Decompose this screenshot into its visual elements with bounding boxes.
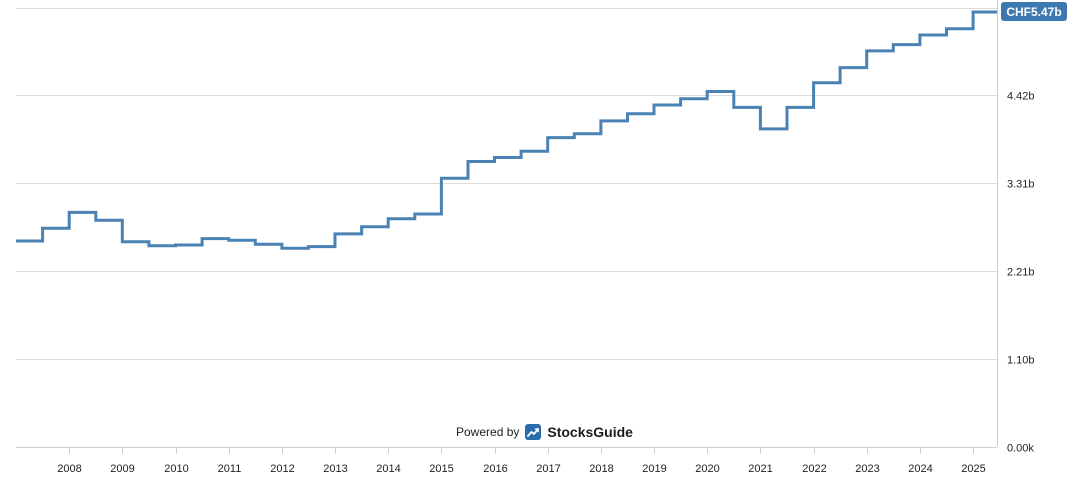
last-value-label: CHF5.47b: [1006, 5, 1061, 19]
x-tick-label: 2009: [110, 463, 134, 475]
series-layer: [16, 10, 997, 250]
x-tick-label: 2008: [57, 463, 81, 475]
x-tick-label: 2010: [164, 463, 188, 475]
stocksguide-logo-icon: [525, 424, 542, 440]
x-tick-label: 2018: [589, 463, 613, 475]
x-tick-label: 2016: [483, 463, 507, 475]
last-value-badge-bg: [1001, 2, 1067, 21]
x-tick-label: 2021: [748, 463, 772, 475]
powered-by-attribution[interactable]: Powered by StocksGuide: [456, 422, 633, 442]
x-tick-label: 2015: [429, 463, 453, 475]
x-tick-label: 2013: [323, 463, 347, 475]
last-value-badge: CHF5.47b: [1001, 2, 1067, 21]
x-tick-label: 2024: [908, 463, 932, 475]
x-tick-label: 2020: [695, 463, 719, 475]
y-tick-label: 3.31b: [1007, 179, 1035, 191]
x-tick-labels: 2008 2009 2010 2011 2012 2013 2014 2015 2016 2017…: [57, 463, 985, 475]
x-tick-label: 2025: [961, 463, 985, 475]
x-tick-label: 2014: [376, 463, 400, 475]
y-tick-label: 0.00k: [1007, 443, 1034, 455]
stocksguide-brand-name: StocksGuide: [547, 424, 633, 440]
axes: [16, 0, 998, 454]
series-line: [16, 10, 997, 250]
y-tick-label: 4.42b: [1007, 91, 1035, 103]
x-tick-label: 2022: [802, 463, 826, 475]
x-tick-label: 2012: [270, 463, 294, 475]
x-tick-label: 2011: [218, 463, 242, 475]
y-tick-labels: 0.00k 1.10b 2.21b 3.31b 4.42b: [1007, 91, 1035, 455]
powered-by-label: Powered by: [456, 425, 520, 439]
x-tick-label: 2017: [536, 463, 560, 475]
y-tick-label: 2.21b: [1007, 267, 1035, 279]
x-tick-label: 2023: [855, 463, 879, 475]
gridlines: [16, 8, 997, 360]
x-tick-label: 2019: [642, 463, 666, 475]
y-tick-label: 1.10b: [1007, 355, 1035, 367]
